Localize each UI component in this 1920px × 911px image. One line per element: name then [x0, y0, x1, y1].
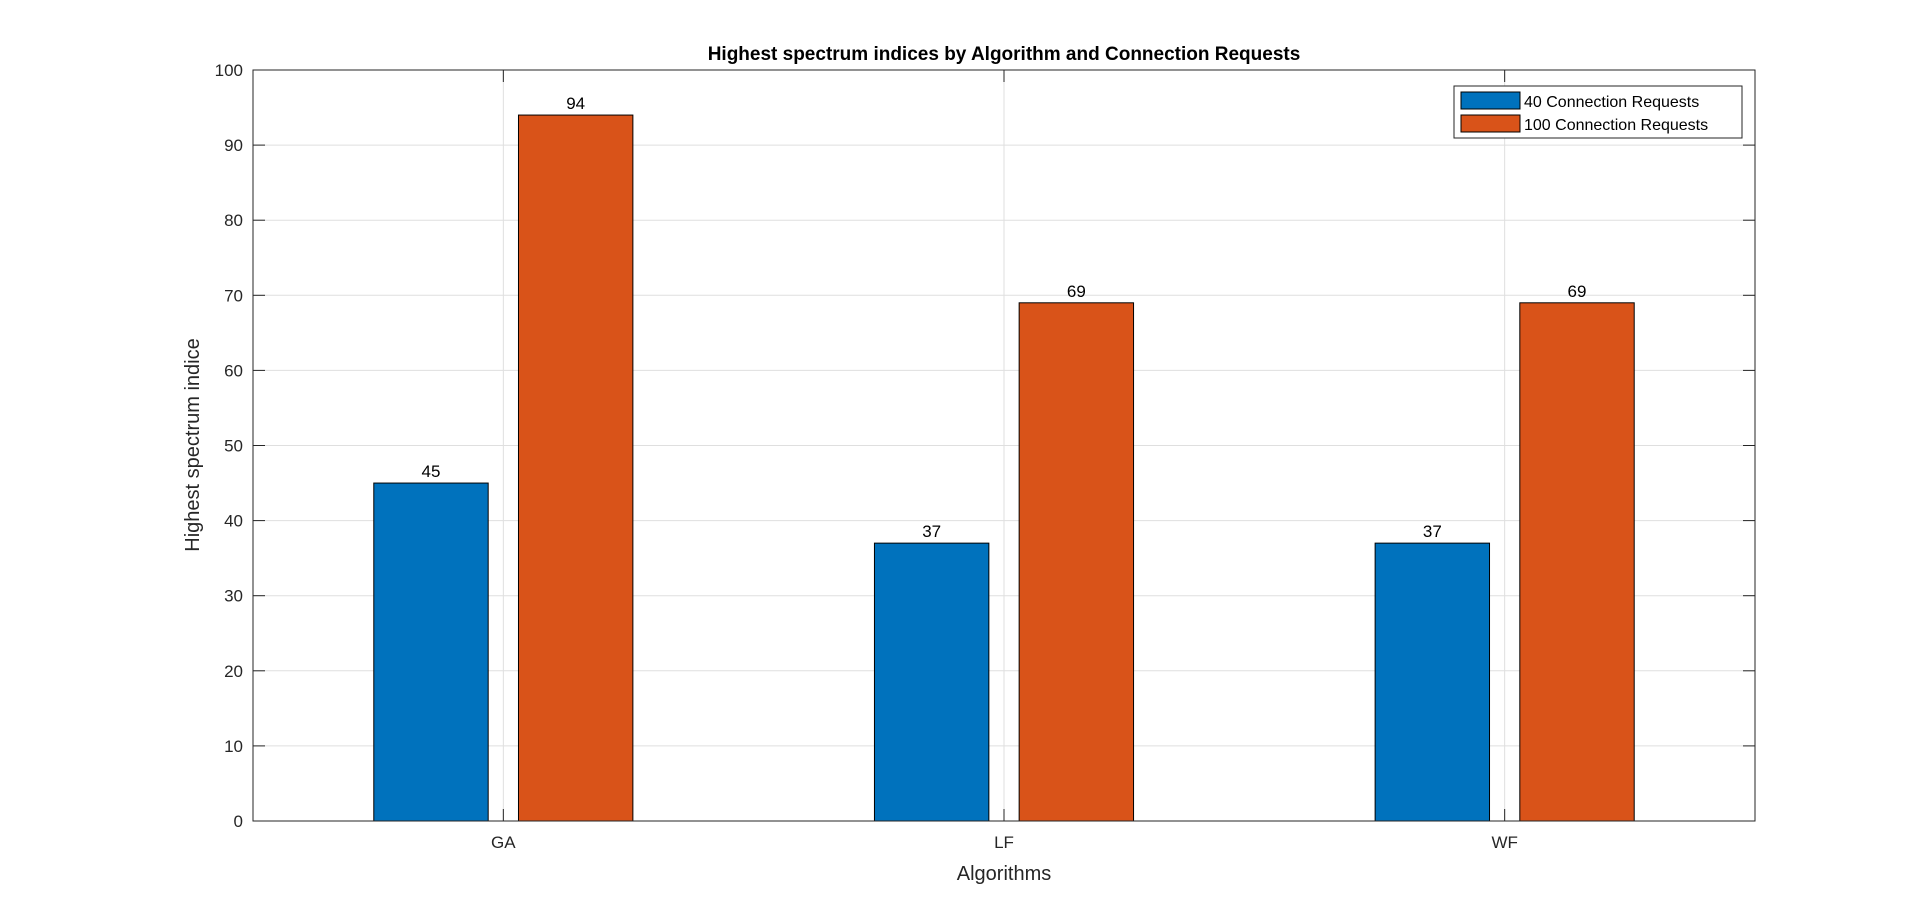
bar-value-label: 69 — [1067, 282, 1086, 301]
y-tick-label: 30 — [224, 587, 243, 606]
legend: 40 Connection Requests 100 Connection Re… — [1453, 85, 1743, 139]
ticks-layer — [253, 69, 1755, 822]
bar — [517, 114, 634, 822]
y-tick-label: 100 — [215, 61, 243, 80]
legend-swatch-40 — [1460, 91, 1521, 110]
legend-swatch-100 — [1460, 114, 1521, 133]
x-tick-label: GA — [491, 833, 516, 852]
grid-layer — [253, 70, 1755, 821]
bar — [873, 542, 990, 822]
y-tick-label: 60 — [224, 361, 243, 380]
x-axis-label: Algorithms — [957, 863, 1051, 885]
x-tick-label: LF — [994, 833, 1014, 852]
bar — [1374, 542, 1491, 822]
y-tick-label: 70 — [224, 286, 243, 305]
bar-value-label: 37 — [922, 522, 941, 541]
legend-label-100: 100 Connection Requests — [1524, 117, 1708, 134]
y-tick-label: 80 — [224, 211, 243, 230]
bar-value-label: 37 — [1423, 522, 1442, 541]
chart-title: Highest spectrum indices by Algorithm an… — [708, 44, 1301, 65]
bar-value-label: 45 — [422, 462, 441, 481]
y-tick-label: 40 — [224, 512, 243, 531]
y-tick-label: 50 — [224, 437, 243, 456]
labels-layer: 45 37 37 94 69 69 0 10 20 30 40 50 60 70 80 90 100 GA LF WF — [215, 61, 1587, 852]
bar-value-label: 94 — [566, 94, 585, 113]
bars-layer — [373, 114, 1635, 822]
bar — [373, 482, 489, 822]
y-tick-label: 90 — [224, 136, 243, 155]
bar-value-label: 69 — [1568, 282, 1587, 301]
x-tick-label: WF — [1491, 833, 1517, 852]
y-tick-label: 10 — [224, 737, 243, 756]
y-tick-label: 0 — [234, 812, 243, 831]
bar — [1519, 302, 1635, 822]
y-axis-label: Highest spectrum indice — [182, 338, 204, 551]
legend-label-40: 40 Connection Requests — [1524, 94, 1699, 111]
bar — [1018, 302, 1135, 822]
y-tick-label: 20 — [224, 662, 243, 681]
